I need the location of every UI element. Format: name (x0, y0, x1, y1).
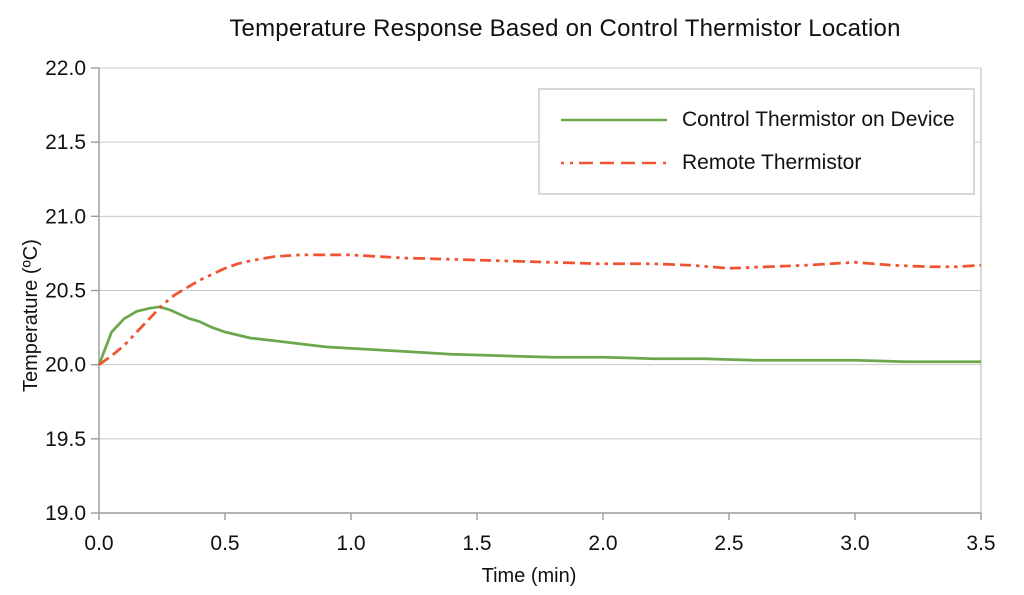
legend-item-control-thermistor: Control Thermistor on Device (540, 108, 973, 132)
x-tick-label: 1.5 (462, 532, 491, 555)
y-axis-title: Temperature (ºC) (20, 239, 42, 392)
y-tick-label: 20.0 (45, 354, 86, 377)
x-tick-label: 0.5 (210, 532, 239, 555)
y-tick-label: 22.0 (45, 57, 86, 80)
y-tick-label: 19.5 (45, 428, 86, 451)
legend: Control Thermistor on Device Remote Ther… (538, 88, 975, 195)
legend-line-sample-solid (561, 118, 667, 121)
x-tick-label: 3.0 (840, 532, 869, 555)
chart-title: Temperature Response Based on Control Th… (229, 15, 901, 42)
legend-line-sample-dashed (561, 162, 667, 165)
y-tick-label: 21.5 (45, 131, 86, 154)
x-tick-label: 3.5 (966, 532, 995, 555)
series-line-0 (97, 305, 981, 366)
y-tick-label: 20.5 (45, 280, 86, 303)
x-tick-label: 1.0 (336, 532, 365, 555)
x-tick-label: 0.0 (84, 532, 113, 555)
series-line-1 (98, 253, 982, 366)
legend-item-remote-thermistor: Remote Thermistor (540, 151, 973, 175)
x-tick-label: 2.5 (714, 532, 743, 555)
legend-label-control-thermistor: Control Thermistor on Device (682, 107, 955, 131)
legend-label-remote-thermistor: Remote Thermistor (682, 151, 862, 175)
x-axis-title: Time (min) (481, 565, 577, 587)
y-tick-label: 21.0 (45, 205, 86, 228)
x-tick-label: 2.0 (588, 532, 617, 555)
y-tick-label: 19.0 (45, 502, 86, 525)
